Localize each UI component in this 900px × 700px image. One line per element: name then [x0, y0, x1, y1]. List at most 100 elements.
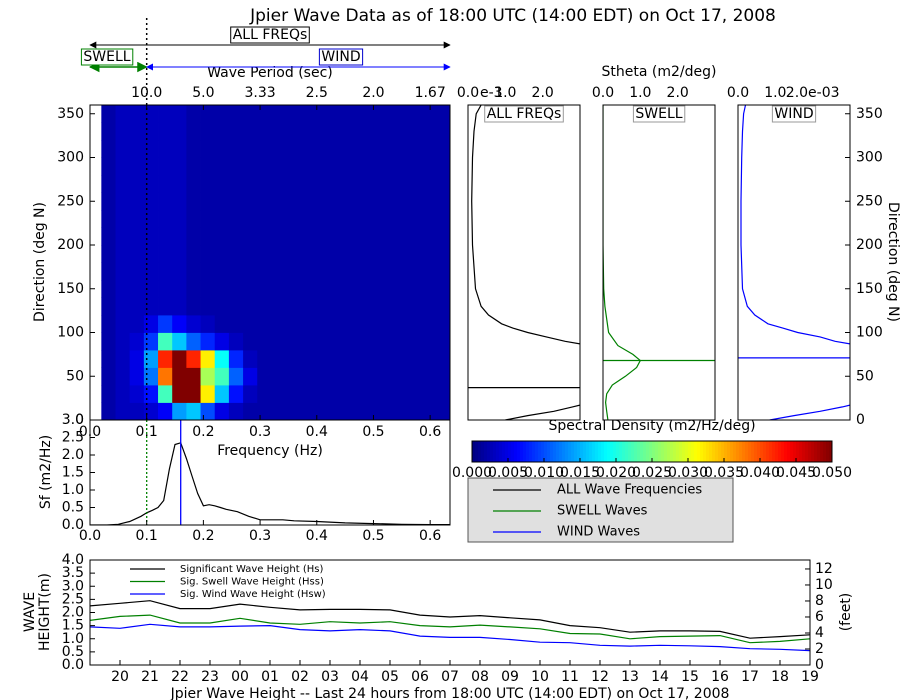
heat-cell — [228, 227, 244, 246]
heat-cell — [143, 262, 159, 281]
heat-cell — [285, 332, 301, 351]
heat-cell — [328, 105, 343, 123]
colorbar-swatch — [472, 441, 476, 462]
heat-cell — [313, 315, 329, 333]
heat-cell — [313, 105, 329, 123]
colorbar-swatch — [616, 441, 620, 462]
heat-cell — [257, 210, 272, 228]
colorbar-swatch — [736, 441, 740, 462]
heat-cell — [243, 280, 258, 298]
heat-cell — [257, 332, 272, 351]
colorbar-tick-label: 0.000 — [452, 465, 492, 481]
colorbar-tick-label: 0.040 — [740, 465, 780, 481]
y2-tick-label: 12 — [815, 561, 833, 577]
x-tick-label: 2.0 — [532, 85, 554, 101]
heat-cell — [370, 367, 386, 386]
heat-cell — [271, 315, 286, 333]
legend-label: ALL Wave Frequencies — [557, 483, 702, 498]
colorbar-swatch — [790, 441, 794, 462]
heat-cell — [441, 315, 450, 333]
profile-line — [603, 105, 642, 420]
heat-cell — [243, 227, 258, 246]
colorbar-swatch — [796, 441, 800, 462]
heat-cell — [342, 367, 357, 386]
heat-cell — [356, 367, 372, 386]
x-tick-label: 05 — [381, 669, 399, 685]
heat-cell — [200, 332, 216, 351]
heat-cell — [129, 262, 145, 281]
colorbar-swatch — [586, 441, 590, 462]
heat-cell — [214, 122, 230, 141]
annotation-box — [318, 48, 364, 66]
colorbar-swatch — [649, 441, 653, 462]
heat-cell — [129, 122, 145, 141]
heat-cell — [228, 332, 244, 351]
heat-cell — [200, 175, 216, 193]
colorbar-swatch — [670, 441, 674, 462]
heat-cell — [398, 122, 414, 141]
heat-cell — [200, 105, 216, 123]
top-tick-label: 5.0 — [192, 85, 214, 101]
heat-cell — [101, 122, 116, 141]
heat-cell — [328, 192, 343, 211]
heat-cell — [186, 262, 201, 281]
heat-cell — [356, 315, 372, 333]
top-tick-label: 2.5 — [306, 85, 328, 101]
heat-cell — [186, 175, 201, 193]
heat-cell — [243, 122, 258, 141]
colorbar-swatch — [598, 441, 602, 462]
heat-cell — [299, 227, 315, 246]
heat-cell — [413, 210, 428, 228]
heat-cell — [243, 140, 258, 158]
heat-cell — [370, 122, 386, 141]
heat-cell — [143, 315, 159, 333]
heat-cell — [413, 280, 428, 298]
x-tick-label: 0.6 — [419, 424, 441, 440]
colorbar-swatch — [718, 441, 722, 462]
annotation-box — [230, 26, 310, 44]
heat-cell — [243, 262, 258, 281]
heat-cell — [413, 332, 428, 351]
heat-cell — [228, 122, 244, 141]
colorbar-swatch — [676, 441, 680, 462]
heat-cell — [158, 262, 173, 281]
colorbar-swatch — [475, 441, 479, 462]
heat-cell — [299, 367, 315, 386]
heat-cell — [441, 122, 450, 141]
heat-cell — [243, 402, 258, 420]
heat-cell — [115, 332, 131, 351]
heat-cell — [441, 227, 450, 246]
heat-cell — [129, 332, 145, 351]
colorbar-swatch — [574, 441, 578, 462]
heat-cell — [370, 402, 386, 420]
heat-cell — [370, 245, 386, 263]
heat-cell — [115, 262, 131, 281]
y2-tick-label: 0 — [815, 657, 824, 673]
heat-cell — [214, 210, 230, 228]
heat-cell — [172, 297, 187, 316]
heat-cell — [370, 140, 386, 158]
heat-cell — [101, 105, 116, 123]
heat-cell — [101, 350, 116, 368]
heat-cell — [257, 227, 272, 246]
y-tick-label: 1.5 — [62, 618, 84, 634]
heat-cell — [299, 315, 315, 333]
heat-cell — [243, 245, 258, 263]
heat-cell — [101, 385, 116, 403]
colorbar-swatch — [703, 441, 707, 462]
heat-cell — [158, 332, 173, 351]
plot-area — [90, 420, 450, 525]
heat-cell — [214, 105, 230, 123]
heat-cell — [257, 140, 272, 158]
heat-cell — [172, 192, 187, 211]
heat-cell — [271, 227, 286, 246]
heat-cell — [384, 402, 400, 420]
heat-cell — [158, 245, 173, 263]
colorbar-swatch — [493, 441, 497, 462]
colorbar-swatch — [679, 441, 683, 462]
heat-cell — [129, 402, 145, 420]
colorbar-swatch — [772, 441, 776, 462]
heat-cell — [441, 280, 450, 298]
heat-cell — [172, 122, 187, 141]
heat-cell — [129, 192, 145, 211]
